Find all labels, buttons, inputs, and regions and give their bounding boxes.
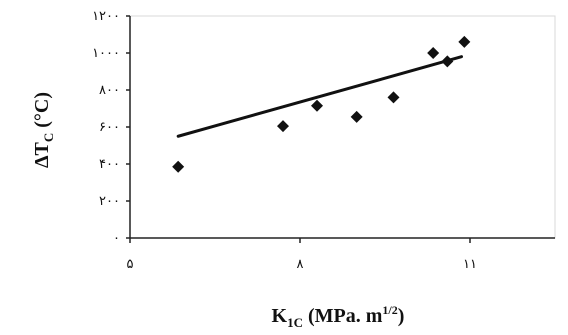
y-tick-label: ۱۲۰۰ <box>92 9 120 24</box>
y-tick-label: ۱۰۰۰ <box>92 46 120 61</box>
y-tick-label: ۶۰۰ <box>99 120 120 135</box>
y-tick-label: ۴۰۰ <box>99 157 120 172</box>
data-point <box>277 120 289 133</box>
x-axis-label: K1C (MPa. m1/2) <box>272 303 405 330</box>
y-axis-label: ΔTC (°C) <box>31 92 56 168</box>
data-point <box>427 47 440 59</box>
data-point <box>311 99 323 112</box>
trendline <box>176 55 463 138</box>
data-points <box>172 35 471 173</box>
y-tick-label: ۲۰۰ <box>99 194 120 209</box>
data-point <box>387 91 400 104</box>
x-tick-label: ۵ <box>127 257 134 272</box>
y-tick-label: ۰ <box>113 231 120 246</box>
x-tick-label: ۸ <box>297 257 304 272</box>
x-ticks: ۵ ۸ ۱۱ <box>127 238 477 272</box>
data-point <box>350 110 363 123</box>
x-tick-label: ۱۱ <box>463 257 477 272</box>
data-point <box>172 160 185 173</box>
data-point <box>458 35 471 48</box>
y-tick-label: ۸۰۰ <box>99 83 120 98</box>
plot-area <box>129 15 556 239</box>
y-ticks: ۰ ۲۰۰ ۴۰۰ ۶۰۰ ۸۰۰ ۱۰۰۰ ۱۲۰۰ <box>92 9 130 246</box>
data-point <box>441 55 454 68</box>
